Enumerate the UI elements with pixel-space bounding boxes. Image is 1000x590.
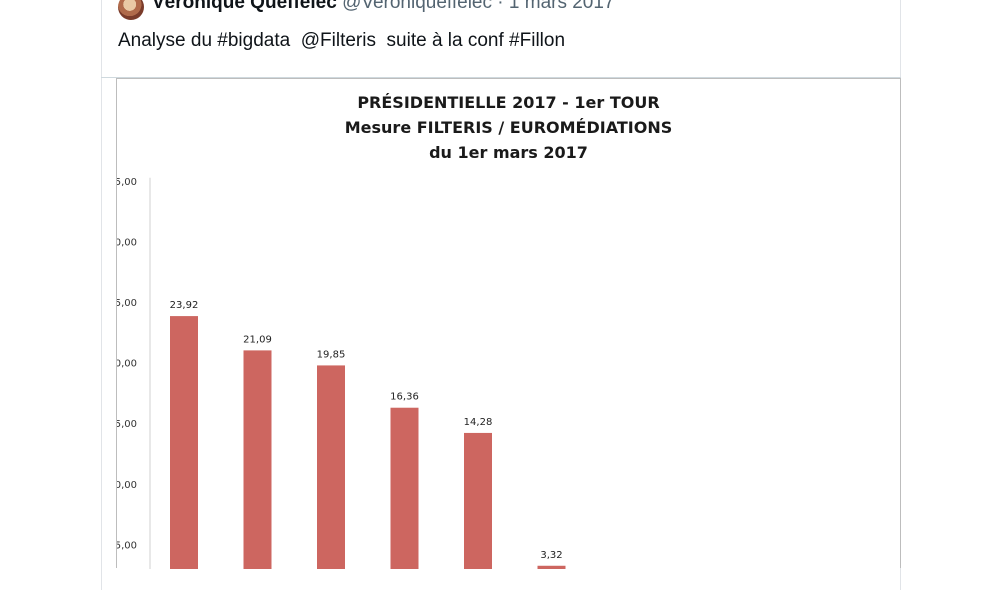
y-tick-label: 35,00 (117, 177, 137, 188)
author-name[interactable]: Véronique Queffélec (152, 0, 337, 13)
bar-value-label: 19,85 (317, 349, 346, 360)
bar-value-label: 16,36 (390, 392, 419, 403)
bar-5 (464, 432, 492, 569)
bar-3 (317, 365, 345, 569)
bar-value-label: 21,09 (243, 334, 272, 345)
tweet-date[interactable]: 1 mars 2017 (508, 0, 615, 13)
y-tick-label: 5,00 (117, 540, 137, 551)
y-tick-label: 30,00 (117, 237, 137, 248)
y-tick-label: 20,00 (117, 359, 137, 370)
bar-value-label: 3,32 (540, 550, 562, 561)
bar-1 (170, 316, 198, 569)
bar-2 (243, 350, 272, 569)
author-handle[interactable]: @Veroniqueffelec (342, 0, 492, 13)
tweet-text: Analyse du #bigdata @Filteris suite à la… (118, 30, 566, 51)
chart-image: PRÉSIDENTIELLE 2017 - 1er TOUR Mesure FI… (116, 78, 901, 569)
bar-value-label: 23,92 (170, 300, 199, 311)
author-avatar[interactable] (118, 0, 144, 20)
tweet-media[interactable]: PRÉSIDENTIELLE 2017 - 1er TOUR Mesure FI… (101, 77, 901, 577)
bar-value-label: 14,28 (464, 417, 493, 428)
y-tick-label: 25,00 (117, 298, 137, 309)
tweet-header: Véronique Queffélec @Veroniqueffelec · 1… (152, 0, 615, 14)
y-tick-label: 10,00 (117, 480, 137, 491)
bar-4 (390, 407, 419, 569)
header-separator: · (497, 0, 504, 13)
bar-chart: 5,00 10,00 15,00 20,00 25,00 30,00 35,00 23,92 2… (117, 177, 566, 569)
y-tick-label: 15,00 (117, 419, 137, 430)
chart-title-line-3: du 1er mars 2017 (429, 143, 588, 162)
chart-title-line-1: PRÉSIDENTIELLE 2017 - 1er TOUR (357, 93, 660, 112)
chart-title-line-2: Mesure FILTERIS / EUROMÉDIATIONS (344, 118, 673, 137)
bar-6 (537, 565, 566, 569)
